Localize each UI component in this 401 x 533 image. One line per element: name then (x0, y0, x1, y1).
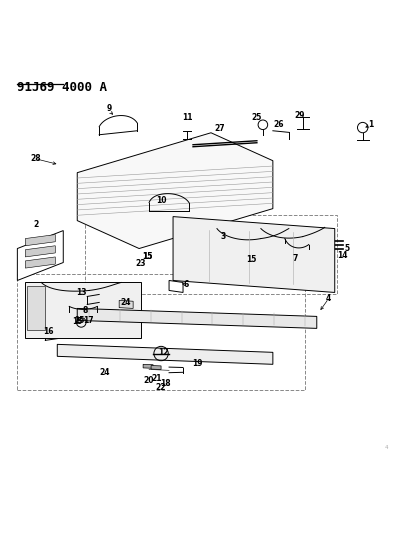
Text: 4: 4 (384, 445, 388, 450)
Polygon shape (27, 286, 45, 330)
Polygon shape (151, 366, 161, 369)
Text: 15: 15 (245, 255, 255, 264)
Text: 29: 29 (294, 111, 304, 120)
Polygon shape (77, 133, 272, 248)
Text: 15: 15 (74, 316, 84, 325)
Text: 25: 25 (250, 113, 261, 122)
Text: 26: 26 (273, 120, 284, 130)
Polygon shape (25, 282, 141, 338)
Text: 17: 17 (83, 316, 93, 325)
Text: 2: 2 (33, 220, 38, 229)
Text: 27: 27 (214, 124, 225, 133)
Text: 12: 12 (158, 348, 168, 357)
Text: 10: 10 (156, 196, 166, 205)
Text: 15: 15 (142, 252, 152, 261)
Polygon shape (172, 216, 334, 293)
Text: 24: 24 (99, 368, 109, 377)
Text: 14: 14 (336, 251, 346, 260)
Text: 21: 21 (152, 374, 162, 383)
Bar (85, 215, 336, 294)
Polygon shape (169, 280, 182, 293)
Text: 19: 19 (192, 359, 203, 368)
Polygon shape (25, 246, 55, 257)
Text: 15: 15 (142, 252, 152, 261)
Text: 13: 13 (76, 288, 86, 297)
Text: 4: 4 (325, 294, 330, 303)
Polygon shape (143, 365, 153, 368)
Text: 18: 18 (160, 379, 171, 389)
Text: 15: 15 (72, 317, 82, 326)
Polygon shape (57, 344, 272, 365)
Text: 23: 23 (135, 259, 145, 268)
Text: 8: 8 (82, 306, 88, 315)
Polygon shape (25, 257, 55, 268)
Text: 5: 5 (343, 244, 348, 253)
Polygon shape (17, 231, 63, 280)
Text: 7: 7 (292, 254, 297, 263)
Text: 1: 1 (367, 120, 373, 130)
Text: 6: 6 (183, 280, 188, 289)
Text: 11: 11 (181, 113, 192, 122)
Text: 24: 24 (119, 298, 130, 307)
Text: 20: 20 (143, 376, 153, 385)
Text: 16: 16 (43, 327, 54, 336)
Text: 22: 22 (156, 383, 166, 392)
Text: 3: 3 (220, 232, 225, 241)
Polygon shape (25, 235, 55, 246)
Polygon shape (77, 309, 316, 328)
Text: 91J69 4000 A: 91J69 4000 A (17, 81, 107, 94)
Text: 9: 9 (106, 104, 111, 114)
Text: 28: 28 (30, 154, 41, 163)
Polygon shape (119, 301, 133, 309)
Bar (17, 274, 304, 390)
